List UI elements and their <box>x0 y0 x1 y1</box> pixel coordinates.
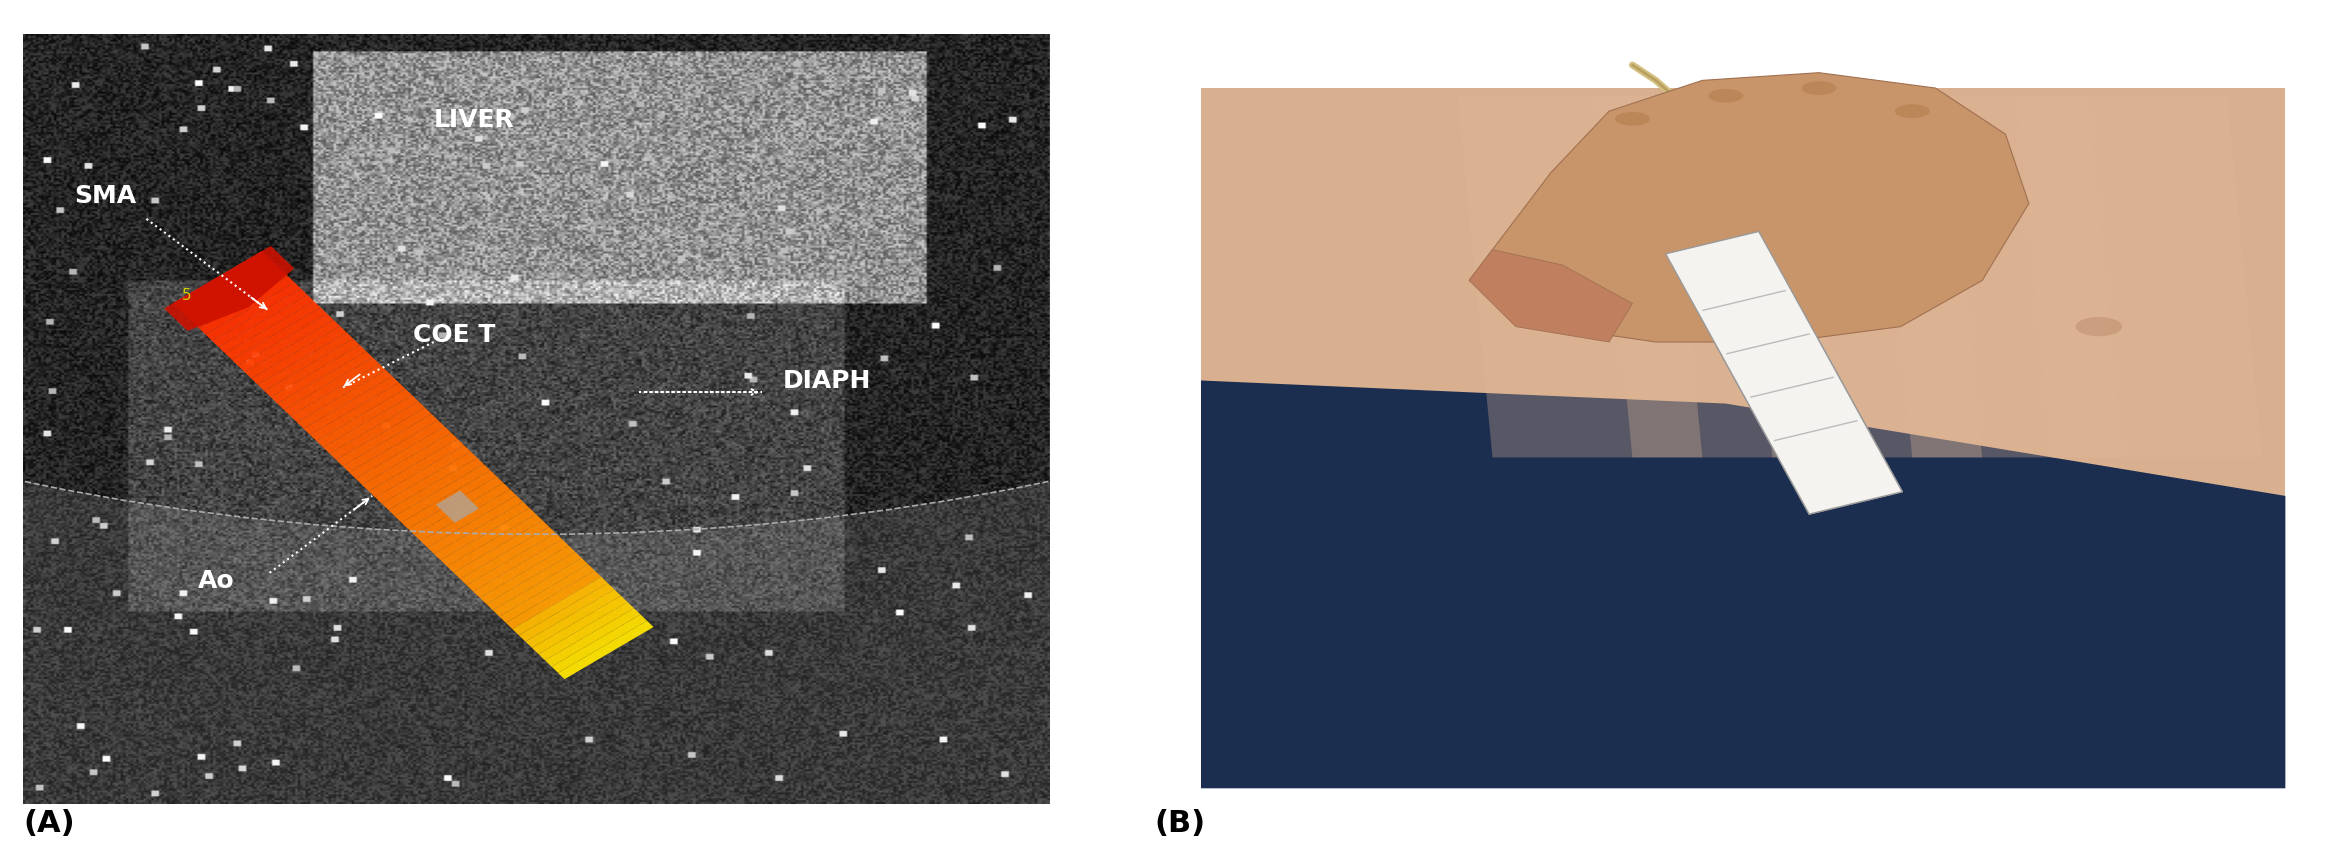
Polygon shape <box>343 414 438 472</box>
Polygon shape <box>219 295 315 353</box>
Polygon shape <box>317 389 413 447</box>
Ellipse shape <box>1707 89 1744 103</box>
Polygon shape <box>310 383 406 441</box>
Polygon shape <box>422 489 515 547</box>
Polygon shape <box>408 476 504 535</box>
Polygon shape <box>441 508 536 566</box>
Polygon shape <box>546 608 641 667</box>
Polygon shape <box>455 521 548 579</box>
Polygon shape <box>1665 232 1903 514</box>
Polygon shape <box>394 464 490 522</box>
Polygon shape <box>466 533 562 592</box>
Polygon shape <box>448 514 543 573</box>
Polygon shape <box>492 558 588 616</box>
Polygon shape <box>264 339 359 398</box>
Text: COE T: COE T <box>413 323 497 347</box>
Polygon shape <box>499 564 595 622</box>
Ellipse shape <box>2075 317 2122 336</box>
Polygon shape <box>487 551 581 610</box>
Polygon shape <box>259 333 352 391</box>
Polygon shape <box>520 583 613 641</box>
Polygon shape <box>285 357 380 416</box>
Polygon shape <box>336 408 431 466</box>
Polygon shape <box>434 502 529 560</box>
Polygon shape <box>278 351 373 410</box>
Polygon shape <box>436 491 478 522</box>
Polygon shape <box>473 540 569 598</box>
Polygon shape <box>180 257 275 315</box>
Polygon shape <box>480 545 576 604</box>
Polygon shape <box>1793 463 1903 514</box>
Polygon shape <box>350 421 445 479</box>
Polygon shape <box>401 470 497 528</box>
Text: 5: 5 <box>182 287 191 303</box>
Polygon shape <box>245 320 340 379</box>
Polygon shape <box>226 301 319 360</box>
Polygon shape <box>375 445 471 504</box>
Polygon shape <box>553 615 646 673</box>
Polygon shape <box>459 527 555 585</box>
Polygon shape <box>163 246 294 331</box>
Polygon shape <box>198 276 294 334</box>
Polygon shape <box>1458 96 1702 457</box>
Polygon shape <box>303 376 399 435</box>
Text: SMA: SMA <box>75 185 138 209</box>
Polygon shape <box>557 621 653 679</box>
Polygon shape <box>324 395 417 454</box>
Polygon shape <box>252 327 347 385</box>
Ellipse shape <box>1800 81 1838 95</box>
Text: DIAPH: DIAPH <box>784 369 870 393</box>
Polygon shape <box>513 577 609 635</box>
Polygon shape <box>389 458 483 516</box>
Polygon shape <box>187 263 282 322</box>
Polygon shape <box>271 345 366 404</box>
Polygon shape <box>1597 96 1842 457</box>
Polygon shape <box>382 451 478 510</box>
Text: LIVER: LIVER <box>434 108 515 132</box>
Polygon shape <box>1737 96 1982 457</box>
Polygon shape <box>1665 232 1903 514</box>
Polygon shape <box>361 433 457 491</box>
Polygon shape <box>539 602 634 660</box>
Polygon shape <box>1201 380 2285 788</box>
Polygon shape <box>296 370 392 428</box>
Polygon shape <box>194 270 287 328</box>
Polygon shape <box>1469 250 1632 342</box>
Polygon shape <box>506 570 602 629</box>
Polygon shape <box>205 282 301 341</box>
Polygon shape <box>1201 88 2285 788</box>
Polygon shape <box>357 427 450 485</box>
Polygon shape <box>173 251 268 310</box>
Polygon shape <box>415 483 511 541</box>
Polygon shape <box>525 589 620 648</box>
Polygon shape <box>1877 96 2122 457</box>
Polygon shape <box>212 289 308 347</box>
Polygon shape <box>427 495 522 554</box>
Polygon shape <box>1469 73 2029 342</box>
Ellipse shape <box>1894 104 1929 118</box>
Text: (B): (B) <box>1154 809 1206 838</box>
Ellipse shape <box>1614 112 1651 126</box>
Polygon shape <box>532 596 627 654</box>
Polygon shape <box>368 439 464 498</box>
Text: (A): (A) <box>23 809 75 838</box>
Polygon shape <box>292 364 385 422</box>
Polygon shape <box>2017 96 2262 457</box>
Polygon shape <box>231 308 326 366</box>
Polygon shape <box>329 402 424 460</box>
Polygon shape <box>238 314 333 372</box>
Text: Ao: Ao <box>198 569 236 593</box>
